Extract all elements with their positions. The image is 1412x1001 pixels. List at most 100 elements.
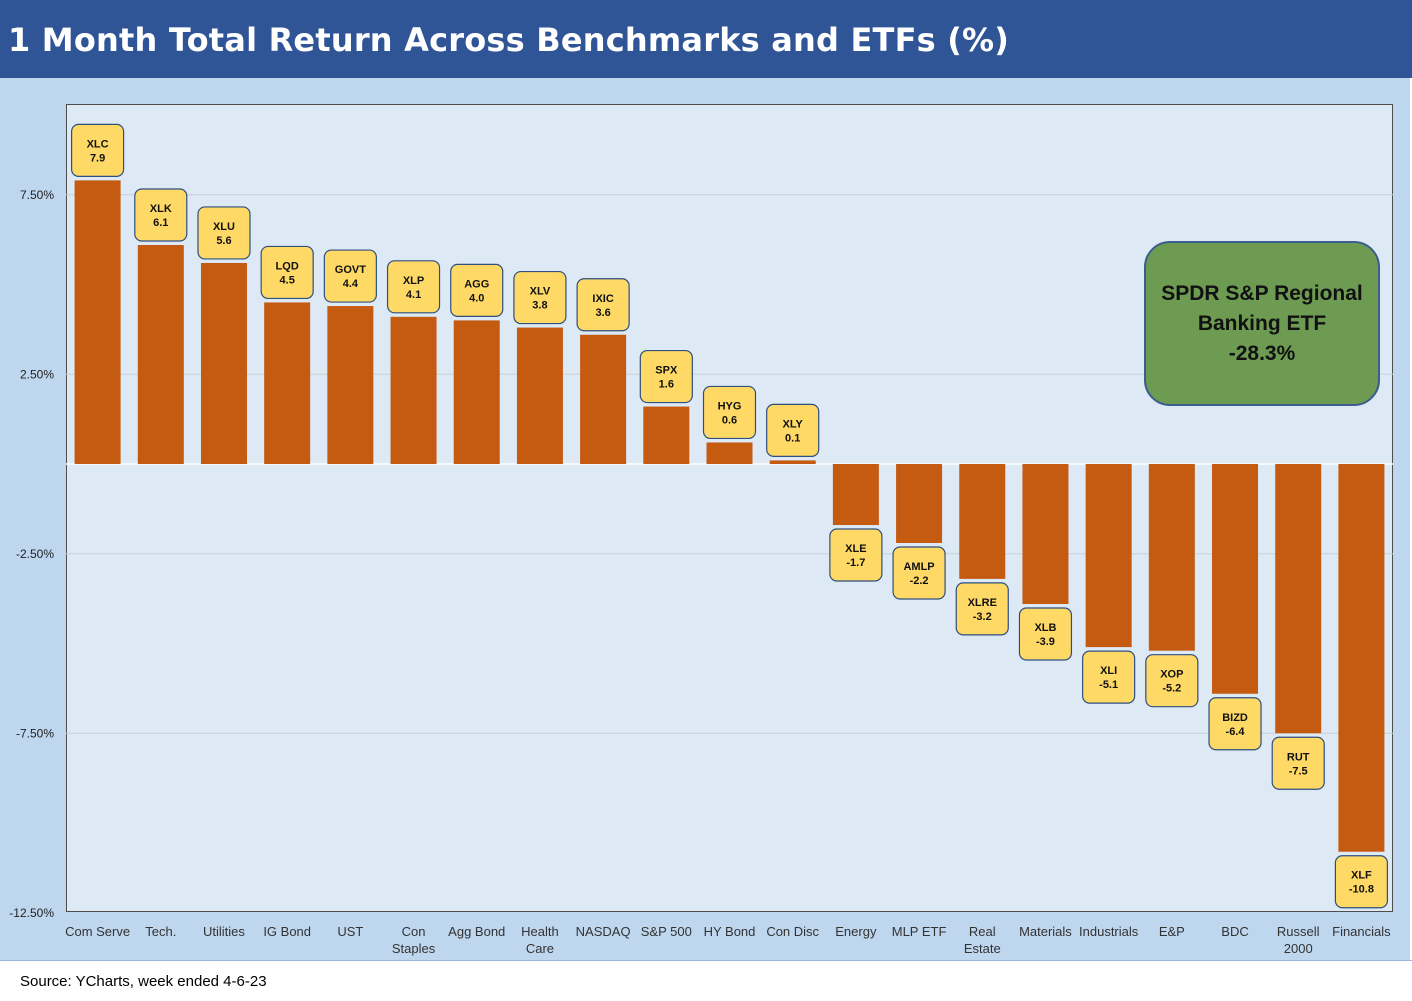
value-label: -1.7 xyxy=(846,557,865,569)
data-label: XLC 7.9 xyxy=(70,123,125,177)
ticker-label: AGG xyxy=(464,278,489,290)
data-label-box xyxy=(1271,736,1325,790)
data-label-box xyxy=(1082,650,1136,704)
bar xyxy=(200,262,247,464)
value-label: -3.2 xyxy=(973,611,992,623)
data-label-box xyxy=(766,403,820,458)
bar xyxy=(643,406,690,464)
ticker-label: XLRE xyxy=(968,597,997,609)
data-label: RUT -7.5 xyxy=(1271,736,1325,790)
x-tick-label: Health xyxy=(521,924,559,939)
bar xyxy=(137,245,184,464)
ticker-label: XLE xyxy=(845,543,866,555)
ticker-label: SPX xyxy=(655,365,678,377)
x-tick-label: Energy xyxy=(835,924,877,939)
bar xyxy=(264,302,311,464)
data-label-box xyxy=(197,206,251,260)
x-tick-label: UST xyxy=(337,924,363,939)
data-label-box xyxy=(1145,654,1199,708)
x-tick-label: Utilities xyxy=(203,924,245,939)
x-tick-label: Con Disc xyxy=(766,924,819,939)
bar xyxy=(390,316,437,464)
data-label-box xyxy=(955,582,1009,636)
ticker-label: XLK xyxy=(150,203,172,215)
bar xyxy=(832,464,879,526)
data-label: IXIC 3.6 xyxy=(576,278,630,332)
x-tick-label: Real xyxy=(969,924,996,939)
bar xyxy=(1338,464,1385,852)
value-label: -2.2 xyxy=(910,575,929,587)
ticker-label: XLY xyxy=(782,418,803,430)
x-tick-label: Care xyxy=(526,941,554,956)
chart-title: 1 Month Total Return Across Benchmarks a… xyxy=(0,0,1412,78)
x-tick-label: S&P 500 xyxy=(641,924,692,939)
data-label: XLK 6.1 xyxy=(134,188,188,242)
data-label: XLU 5.6 xyxy=(197,206,251,260)
x-tick-label: IG Bond xyxy=(263,924,311,939)
value-label: 4.1 xyxy=(406,289,421,301)
x-tick-label: MLP ETF xyxy=(892,924,947,939)
value-label: 7.9 xyxy=(90,152,105,164)
data-label-box xyxy=(576,278,630,332)
callout-line-3: -28.3% xyxy=(1228,341,1296,365)
x-tick-label: HY Bond xyxy=(704,924,756,939)
regional-bank-callout: SPDR S&P Regional Banking ETF -28.3% xyxy=(1144,241,1380,406)
ticker-label: BIZD xyxy=(1222,712,1248,724)
x-tick-label: Staples xyxy=(392,941,436,956)
x-tick-label: 2000 xyxy=(1284,941,1313,956)
ticker-label: AMLP xyxy=(903,561,934,573)
y-tick-label: 7.50% xyxy=(20,188,54,202)
value-label: -6.4 xyxy=(1226,726,1246,738)
bar xyxy=(74,180,121,464)
y-tick-label: -12.50% xyxy=(9,906,54,920)
value-label: -10.8 xyxy=(1349,884,1374,896)
bar xyxy=(516,327,563,464)
ticker-label: RUT xyxy=(1287,751,1310,763)
data-label: SPX 1.6 xyxy=(639,349,693,404)
x-tick-label: Agg Bond xyxy=(448,924,505,939)
ticker-label: XLV xyxy=(530,286,551,298)
data-label: LQD 4.5 xyxy=(260,245,314,300)
value-label: 4.4 xyxy=(343,278,359,290)
data-label-box xyxy=(639,349,693,404)
ticker-label: XLI xyxy=(1100,665,1117,677)
ticker-label: XLB xyxy=(1034,622,1056,634)
bar xyxy=(959,464,1006,579)
bar xyxy=(1148,464,1195,651)
bar xyxy=(1085,464,1132,648)
x-tick-label: Financials xyxy=(1332,924,1391,939)
footer: Source: YCharts, week ended 4-6-23 xyxy=(0,960,1412,1001)
x-tick-label: NASDAQ xyxy=(576,924,631,939)
value-label: -3.9 xyxy=(1036,636,1055,648)
bar xyxy=(453,320,500,464)
value-label: -5.2 xyxy=(1162,683,1181,695)
data-label: AMLP -2.2 xyxy=(892,546,946,600)
bar xyxy=(1275,464,1322,734)
value-label: 4.5 xyxy=(280,274,295,286)
y-tick-label: -7.50% xyxy=(16,726,54,740)
bar xyxy=(580,334,627,464)
data-label-box xyxy=(829,528,883,582)
x-tick-label: BDC xyxy=(1221,924,1248,939)
ticker-label: XLF xyxy=(1351,870,1372,882)
ticker-label: XOP xyxy=(1160,669,1183,681)
bar xyxy=(769,460,816,464)
x-tick-label: E&P xyxy=(1159,924,1185,939)
data-label: XLF -10.8 xyxy=(1334,855,1389,909)
data-label-box xyxy=(386,260,441,314)
bar xyxy=(896,464,943,543)
bar xyxy=(327,306,374,464)
data-label-box xyxy=(450,263,504,317)
source-note: Source: YCharts, week ended 4-6-23 xyxy=(20,973,267,990)
data-label: AGG 4.0 xyxy=(450,263,504,317)
data-label: XOP -5.2 xyxy=(1145,654,1199,708)
value-label: 3.6 xyxy=(595,307,610,319)
value-label: 3.8 xyxy=(532,300,547,312)
data-label: XLV 3.8 xyxy=(513,270,567,325)
x-tick-label: Estate xyxy=(964,941,1001,956)
ticker-label: XLP xyxy=(403,275,424,287)
ticker-label: GOVT xyxy=(335,264,366,276)
value-label: 0.6 xyxy=(722,414,737,426)
data-label: XLP 4.1 xyxy=(386,260,441,314)
data-label-box xyxy=(134,188,188,242)
